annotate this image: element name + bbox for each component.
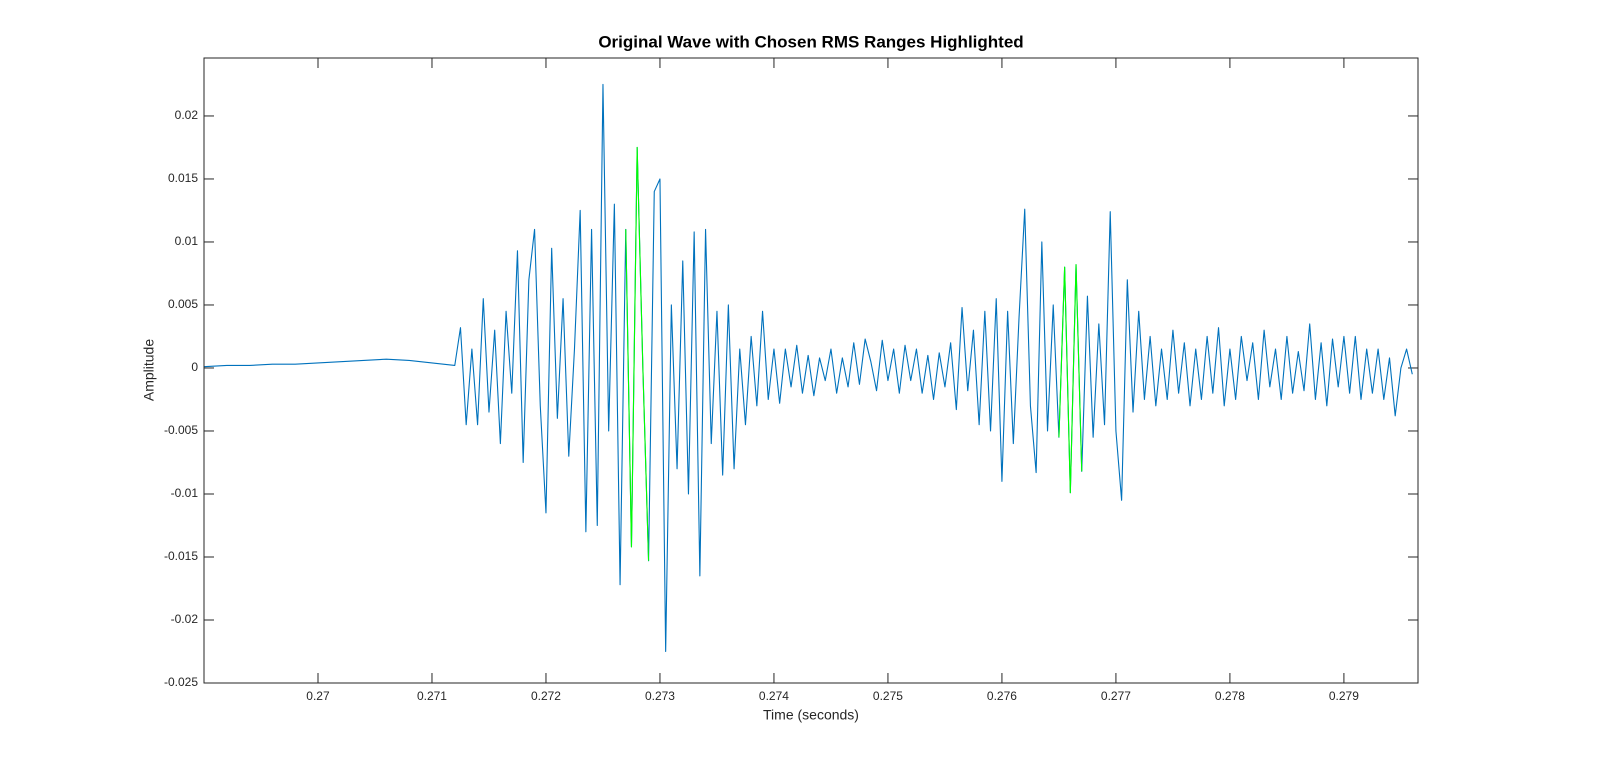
y-tick-label: -0.015 [164,549,198,563]
x-tick-label: 0.278 [1215,689,1245,703]
x-tick-label: 0.272 [531,689,561,703]
x-tick-label: 0.27 [306,689,330,703]
x-axis-label: Time (seconds) [763,707,859,723]
wave-line [203,83,1413,653]
x-tick-label: 0.271 [417,689,447,703]
x-tick-label: 0.273 [645,689,675,703]
y-tick-label: -0.02 [171,612,199,626]
x-tick-label: 0.274 [759,689,789,703]
y-axis-label: Amplitude [141,339,157,401]
y-tick-label: -0.025 [164,675,198,689]
y-tick-label: 0.02 [175,108,199,122]
chart-title: Original Wave with Chosen RMS Ranges Hig… [598,32,1023,51]
wave-line [1058,264,1083,494]
y-tick-label: -0.005 [164,423,198,437]
wave-line [625,146,650,561]
axes-box [203,57,1419,684]
x-tick-label: 0.275 [873,689,903,703]
y-tick-label: 0.015 [168,171,198,185]
x-tick-label: 0.279 [1329,689,1359,703]
y-tick-label: -0.01 [171,486,199,500]
x-tick-label: 0.277 [1101,689,1131,703]
y-tick-label: 0.01 [175,234,199,248]
y-tick-label: 0 [191,360,198,374]
plot-area [204,58,1418,683]
y-tick-label: 0.005 [168,297,198,311]
x-tick-label: 0.276 [987,689,1017,703]
